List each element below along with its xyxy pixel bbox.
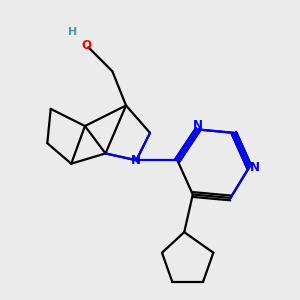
Text: N: N [249,160,260,174]
Text: H: H [68,27,78,37]
Text: N: N [193,119,203,132]
Text: N: N [131,154,141,167]
Text: O: O [82,39,92,52]
